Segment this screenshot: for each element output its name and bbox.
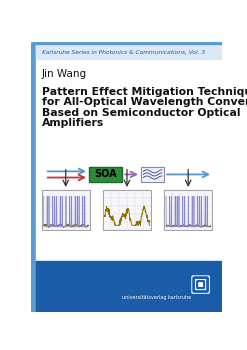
Bar bbox=[103, 190, 151, 230]
Bar bbox=[36, 42, 222, 261]
Text: Jin Wang: Jin Wang bbox=[42, 69, 87, 79]
Text: Based on Semiconductor Optical: Based on Semiconductor Optical bbox=[42, 108, 240, 118]
Text: SOA: SOA bbox=[94, 169, 117, 180]
Bar bbox=[31, 42, 36, 312]
FancyBboxPatch shape bbox=[191, 275, 210, 294]
Text: Pattern Effect Mitigation Techniques: Pattern Effect Mitigation Techniques bbox=[42, 87, 247, 97]
Bar bbox=[36, 42, 222, 59]
Bar bbox=[42, 190, 90, 230]
Bar bbox=[89, 167, 122, 182]
Text: Amplifiers: Amplifiers bbox=[42, 118, 104, 128]
Text: universitätsverlag karlsruhe: universitätsverlag karlsruhe bbox=[122, 295, 191, 300]
Text: for All-Optical Wavelength Converters: for All-Optical Wavelength Converters bbox=[42, 97, 247, 107]
Bar bbox=[164, 190, 212, 230]
Bar bbox=[141, 167, 164, 182]
Text: Karlsruhe Series in Photonics & Communications, Vol. 3: Karlsruhe Series in Photonics & Communic… bbox=[42, 50, 205, 55]
Bar bbox=[36, 261, 222, 312]
Bar bbox=[31, 42, 222, 43]
